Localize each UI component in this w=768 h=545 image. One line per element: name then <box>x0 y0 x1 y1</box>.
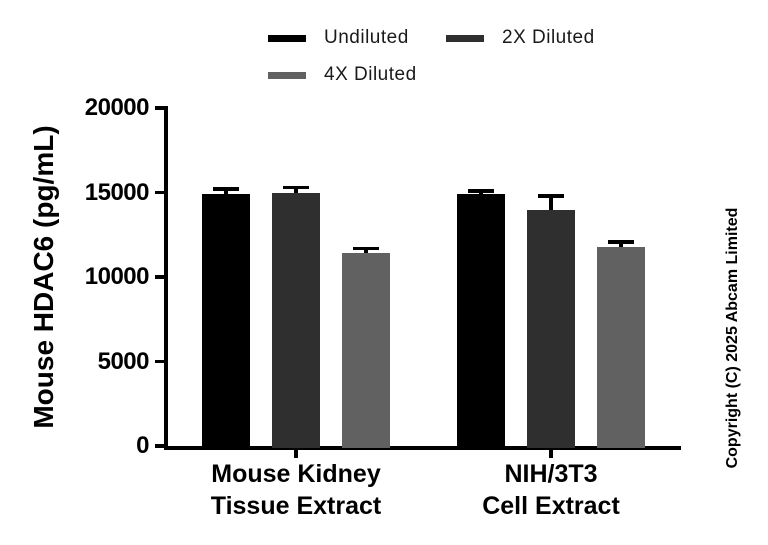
y-tick-mark <box>155 444 164 448</box>
error-bar-cap <box>608 240 634 244</box>
legend-label: Undiluted <box>324 27 409 48</box>
copyright-text: Copyright (C) 2025 Abcam Limited <box>724 207 741 469</box>
bar <box>342 253 390 448</box>
y-tick-label: 15000 <box>84 178 150 206</box>
legend-item: Undiluted <box>268 27 409 49</box>
category-label-line: Tissue Extract <box>210 492 382 520</box>
error-bar-cap <box>213 187 239 191</box>
error-bar-cap <box>353 246 379 251</box>
y-tick-label: 0 <box>136 432 149 459</box>
error-bar-cap <box>283 185 309 190</box>
category-tick-mark <box>294 449 298 458</box>
category-label-line: NIH/3T3 <box>504 460 598 488</box>
error-bar-stem <box>619 241 623 248</box>
category-label: NIH/3T3 Cell Extract <box>421 458 681 522</box>
legend-label: 4X Diluted <box>324 64 417 85</box>
error-bar-stem <box>549 195 553 211</box>
y-axis-title: Mouse HDAC6 (pg/mL) <box>28 125 59 429</box>
legend-item: 4X Diluted <box>268 64 417 86</box>
y-axis-line <box>164 106 168 450</box>
category-label: Mouse Kidney Tissue Extract <box>166 458 426 522</box>
y-tick-mark <box>155 106 164 110</box>
x-axis-line <box>164 446 681 450</box>
error-bar-stem <box>364 248 368 254</box>
error-bar-cap <box>538 194 564 198</box>
bar <box>457 194 505 448</box>
bar <box>597 247 645 448</box>
legend-label: 2X Diluted <box>502 27 595 48</box>
legend-item: 2X Diluted <box>446 27 595 49</box>
bar <box>527 210 575 448</box>
category-label-line: Cell Extract <box>482 492 620 520</box>
error-bar-stem <box>294 187 298 194</box>
error-bar-stem <box>224 189 228 195</box>
bar <box>202 194 250 448</box>
y-tick-label: 10000 <box>84 263 150 290</box>
error-bar-cap <box>468 189 494 193</box>
y-tick-mark <box>155 359 164 364</box>
category-tick-mark <box>549 449 553 458</box>
legend-swatch <box>268 34 306 42</box>
legend-swatch <box>268 71 306 79</box>
y-tick-mark <box>155 275 164 279</box>
y-tick-label: 20000 <box>84 94 150 121</box>
y-tick-label: 5000 <box>97 347 150 375</box>
legend-swatch <box>446 34 484 42</box>
bar <box>272 193 320 448</box>
category-label-line: Mouse Kidney <box>211 460 381 488</box>
y-tick-mark <box>155 190 164 195</box>
